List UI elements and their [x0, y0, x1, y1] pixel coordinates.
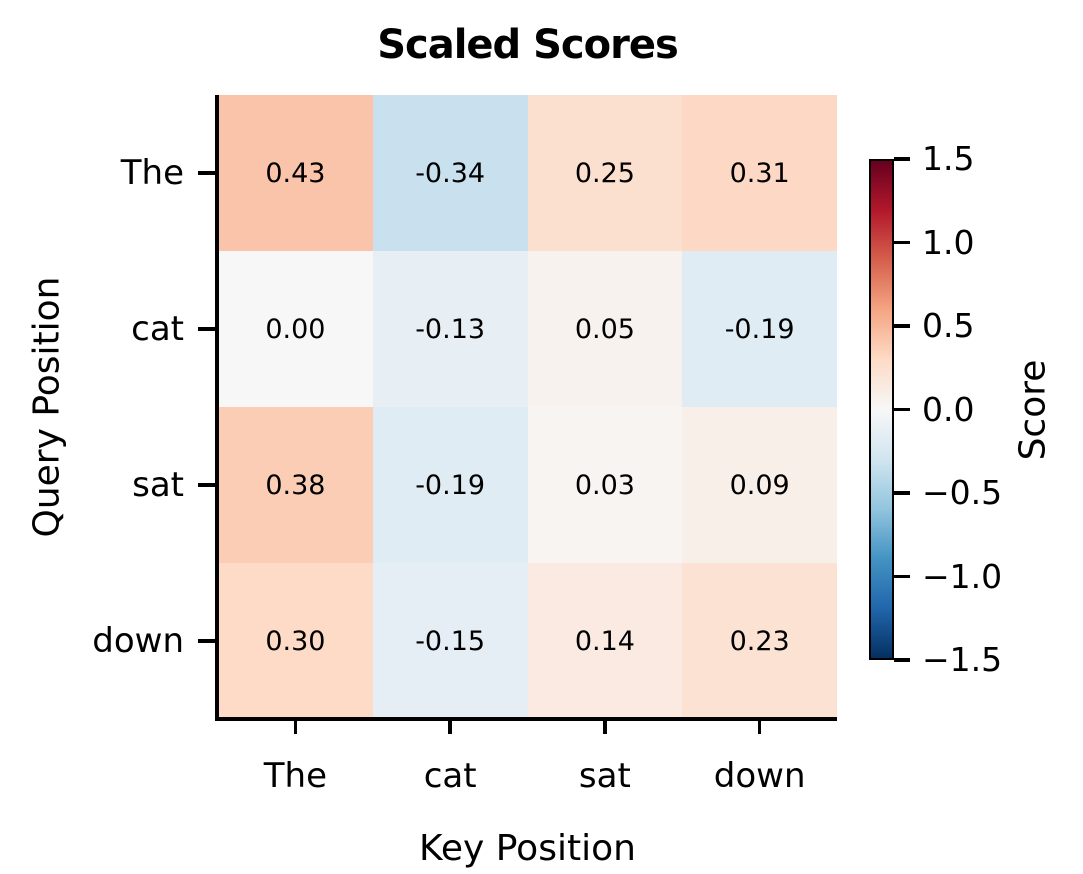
x-tick-label: down: [713, 756, 806, 796]
y-axis-spine: [215, 95, 219, 721]
x-tick: [293, 721, 298, 734]
x-axis-spine: [215, 717, 837, 721]
colorbar-tick-label: 1.0: [922, 222, 975, 262]
heatmap-cell-sat-down: 0.09: [682, 407, 837, 563]
x-tick: [757, 721, 762, 734]
colorbar-tick: [894, 157, 910, 161]
colorbar-tick-label: −0.5: [922, 473, 1003, 512]
colorbar-tick-label: 0.5: [922, 306, 975, 345]
x-tick: [603, 721, 607, 734]
heatmap-cell-cat-cat: -0.13: [372, 251, 528, 407]
colorbar-tick-label: −1.5: [922, 640, 1003, 679]
heatmap-cell-down-The: 0.30: [218, 563, 373, 719]
heatmap-cell-cat-sat: 0.05: [527, 251, 683, 407]
heatmap-cell-down-cat: -0.15: [372, 563, 528, 719]
x-tick-label: sat: [578, 756, 631, 796]
heatmap-cell-down-down: 0.23: [682, 563, 837, 719]
x-tick-label: The: [263, 756, 327, 796]
colorbar-tick: [894, 324, 910, 328]
y-tick: [198, 171, 215, 175]
x-axis-label: Key Position: [419, 828, 636, 869]
heatmap-cell-The-cat: -0.34: [372, 95, 528, 251]
heatmap-cell-cat-The: 0.00: [218, 251, 373, 407]
colorbar-gradient: [869, 159, 894, 660]
heatmap-cell-cat-down: -0.19: [682, 251, 837, 407]
colorbar-tick: [894, 407, 910, 412]
colorbar-tick-label: 1.5: [922, 139, 975, 178]
chart-title: Scaled Scores: [377, 22, 679, 68]
colorbar-tick: [894, 491, 910, 495]
x-tick-label: cat: [423, 756, 477, 796]
colorbar-axis-label: Score: [1012, 359, 1054, 461]
y-tick: [198, 639, 215, 643]
colorbar-tick: [894, 574, 910, 579]
colorbar-tick-label: −1.0: [922, 556, 1003, 596]
colorbar-tick: [894, 658, 910, 662]
colorbar-tick: [894, 240, 910, 245]
heatmap-cell-down-sat: 0.14: [527, 563, 683, 719]
heatmap-cell-The-down: 0.31: [682, 95, 837, 251]
x-tick: [448, 721, 452, 734]
y-tick: [198, 483, 215, 487]
y-tick-label: cat: [131, 309, 184, 349]
heatmap-cell-The-The: 0.43: [218, 95, 373, 251]
y-tick-label: The: [120, 153, 184, 193]
y-tick-label: sat: [132, 465, 184, 505]
y-tick: [198, 327, 215, 331]
y-tick-label: down: [92, 621, 184, 661]
heatmap-cell-The-sat: 0.25: [527, 95, 683, 251]
heatmap-cell-sat-sat: 0.03: [527, 407, 683, 563]
colorbar-tick-label: 0.0: [922, 389, 975, 429]
heatmap-cell-sat-The: 0.38: [218, 407, 373, 563]
heatmap-cell-sat-cat: -0.19: [372, 407, 528, 563]
heatmap: 0.43 -0.34 0.25 0.31 0.00 -0.13 0.05 -0.19 0.38-…: [218, 95, 837, 719]
